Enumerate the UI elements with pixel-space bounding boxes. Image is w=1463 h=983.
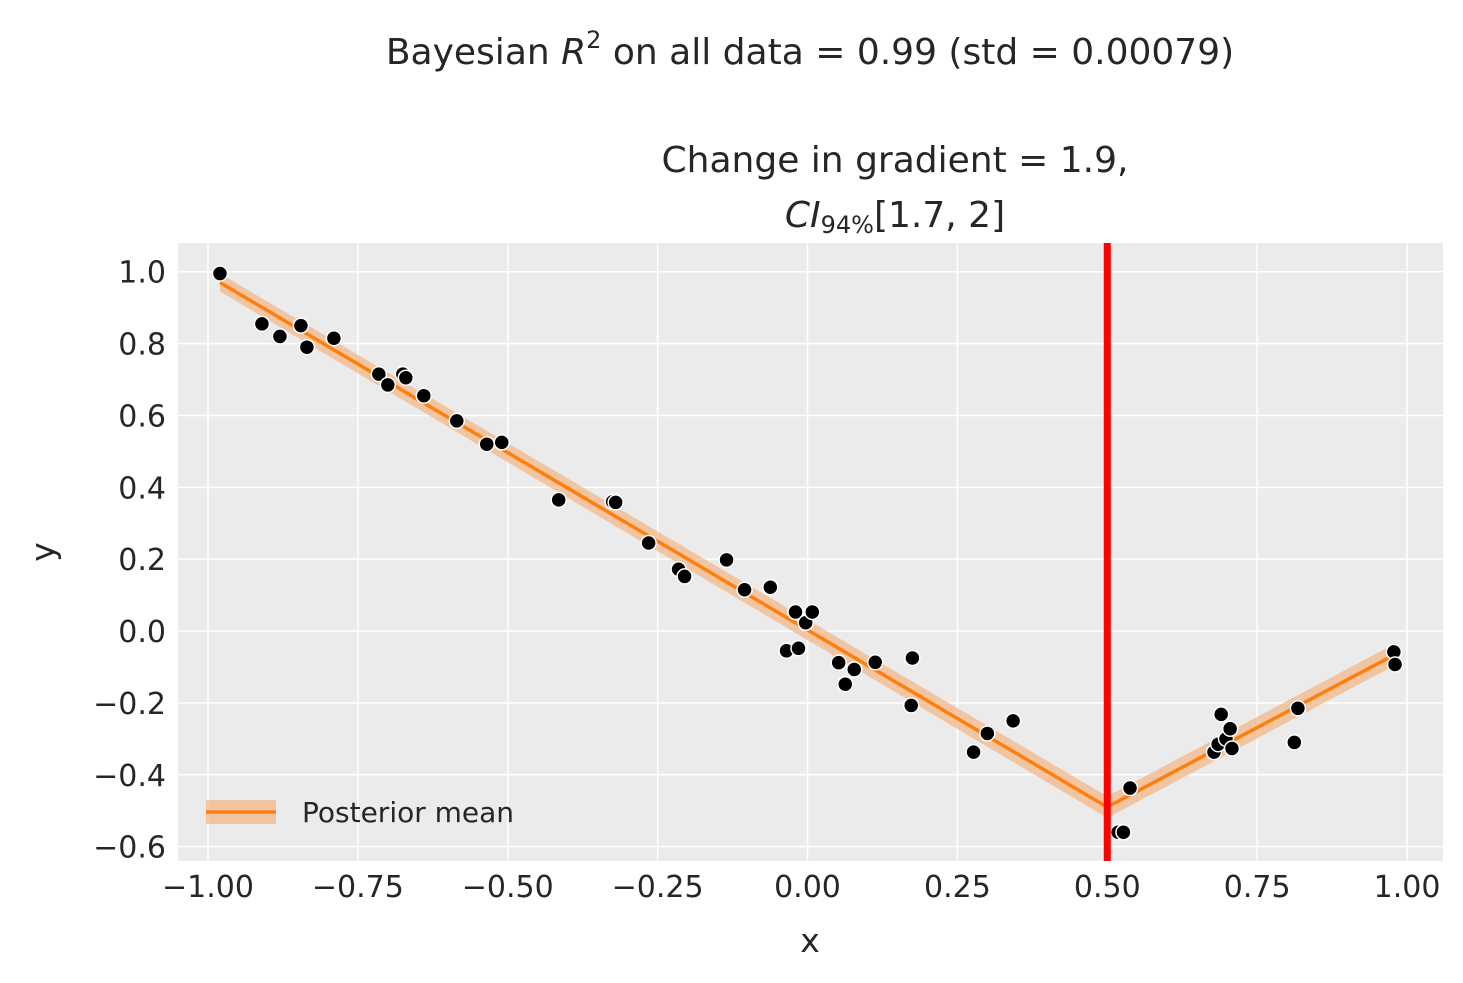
suptitle-suffix: on all data = 0.99 (std = 0.00079)	[601, 32, 1234, 73]
y-tick-label: 0.2	[118, 543, 166, 578]
chart-subtitle-line1: Change in gradient = 1.9,	[662, 140, 1129, 181]
y-axis-label: y	[23, 542, 62, 562]
data-point	[607, 494, 624, 511]
x-axis-label: x	[800, 921, 820, 960]
data-point	[292, 317, 310, 334]
data-point	[325, 329, 343, 347]
y-tick-label: −0.6	[93, 831, 166, 866]
data-point	[1386, 656, 1404, 673]
data-point	[1221, 720, 1239, 738]
ci-interval: [1.7, 2]	[874, 195, 1005, 236]
data-point	[253, 315, 271, 333]
x-tick-label: −0.75	[312, 870, 404, 905]
data-point	[211, 265, 229, 282]
x-tick-label: 0.75	[1224, 870, 1291, 905]
data-point	[448, 412, 466, 430]
x-tick-labels: −1.00 −0.75 −0.50 −0.25 0.00 0.25 0.50 0.75 1.00	[162, 870, 1440, 905]
data-point	[271, 328, 289, 345]
data-point	[762, 578, 779, 596]
x-tick-label: −1.00	[162, 870, 254, 905]
suptitle-symbol: R	[561, 32, 586, 73]
data-point	[550, 491, 567, 509]
data-point	[493, 434, 510, 451]
legend-label: Posterior mean	[302, 796, 514, 829]
data-point	[904, 649, 921, 667]
data-point	[640, 534, 657, 552]
data-point	[866, 654, 884, 671]
data-point	[830, 654, 847, 671]
data-point	[1289, 700, 1307, 717]
data-point	[397, 369, 415, 386]
suptitle-superscript: 2	[586, 26, 601, 54]
data-point	[1004, 712, 1022, 730]
data-point	[787, 603, 804, 621]
chart-subtitle-line2: CI94%[1.7, 2]	[785, 195, 1005, 239]
data-point	[298, 338, 316, 356]
suptitle-prefix: Bayesian	[386, 32, 561, 73]
y-tick-label: 0.8	[118, 328, 166, 363]
y-tick-label: −0.4	[93, 759, 166, 794]
data-points	[211, 265, 1404, 841]
y-tick-labels: 1.0 0.8 0.6 0.4 0.2 0.0 −0.2 −0.4 −0.6	[93, 256, 166, 866]
x-tick-label: 0.25	[924, 870, 991, 905]
data-point	[676, 568, 693, 585]
chart-suptitle: Bayesian R2 on all data = 0.99 (std = 0.…	[386, 26, 1234, 73]
x-tick-label: −0.25	[612, 870, 704, 905]
data-point	[837, 675, 854, 693]
data-point	[965, 743, 982, 761]
x-tick-label: 0.50	[1074, 870, 1141, 905]
data-point	[370, 365, 388, 383]
data-point	[1223, 740, 1241, 757]
data-point	[415, 387, 433, 404]
data-point	[478, 435, 496, 453]
plot-area	[178, 243, 1443, 861]
y-tick-label: −0.2	[93, 687, 166, 722]
data-point	[979, 725, 996, 742]
y-tick-label: 0.0	[118, 615, 166, 650]
data-point	[846, 661, 863, 678]
data-point	[379, 376, 397, 394]
data-point	[1212, 706, 1230, 723]
legend: Posterior mean	[206, 796, 514, 829]
grid-lines	[178, 243, 1443, 861]
data-point	[718, 551, 735, 569]
ci-subscript: 94%	[821, 211, 874, 239]
data-point	[1115, 824, 1132, 841]
data-point	[804, 603, 821, 621]
data-point	[1121, 779, 1139, 797]
data-point	[736, 581, 753, 598]
data-point	[902, 697, 920, 714]
data-point	[790, 640, 807, 657]
y-tick-label: 0.6	[118, 399, 166, 434]
x-tick-label: 0.00	[774, 870, 841, 905]
y-tick-label: 0.4	[118, 471, 166, 506]
x-tick-label: −0.50	[462, 870, 554, 905]
ci-symbol: CI	[785, 195, 821, 236]
x-tick-label: 1.00	[1374, 870, 1441, 905]
data-point	[1286, 734, 1303, 751]
y-tick-label: 1.0	[118, 256, 166, 291]
